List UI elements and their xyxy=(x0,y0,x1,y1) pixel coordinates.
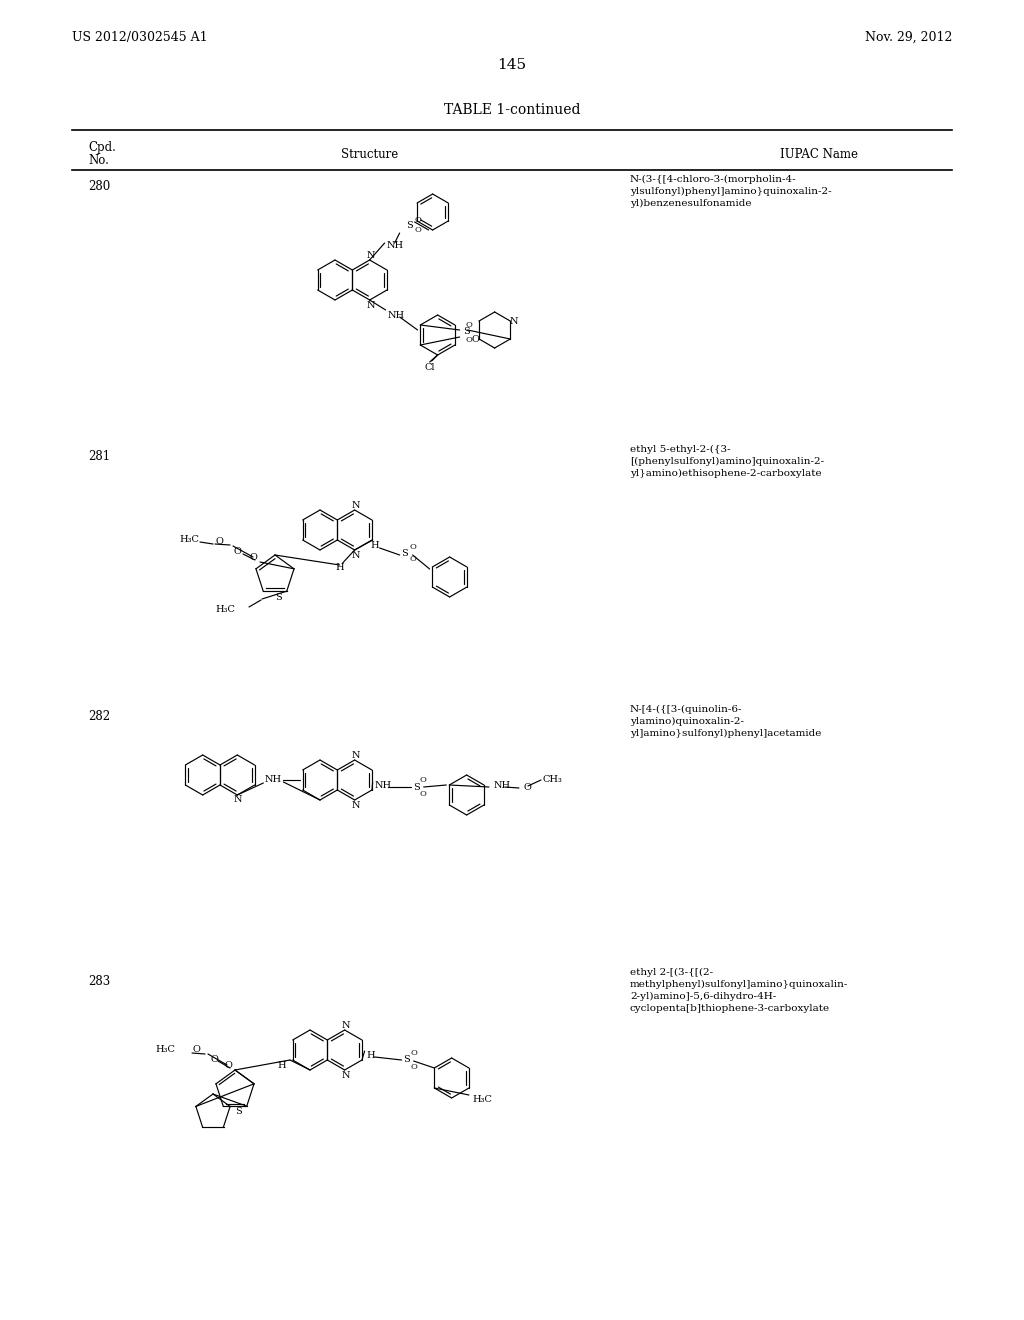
Text: US 2012/0302545 A1: US 2012/0302545 A1 xyxy=(72,30,208,44)
Text: O: O xyxy=(249,553,257,562)
Text: ethyl 5-ethyl-2-({3-
[(phenylsulfonyl)amino]quinoxalin-2-
yl}amino)ethisophene-2: ethyl 5-ethyl-2-({3- [(phenylsulfonyl)am… xyxy=(630,445,824,478)
Text: N: N xyxy=(341,1020,350,1030)
Text: 281: 281 xyxy=(88,450,111,463)
Text: O: O xyxy=(411,1063,417,1071)
Text: 145: 145 xyxy=(498,58,526,73)
Text: H: H xyxy=(367,1051,375,1060)
Text: 280: 280 xyxy=(88,180,111,193)
Text: N: N xyxy=(367,301,375,309)
Text: S: S xyxy=(274,593,282,602)
Text: TABLE 1-continued: TABLE 1-continued xyxy=(443,103,581,117)
Text: S: S xyxy=(234,1107,242,1117)
Text: No.: No. xyxy=(88,153,109,166)
Text: H: H xyxy=(371,540,379,549)
Text: NH: NH xyxy=(494,780,511,789)
Text: S: S xyxy=(463,327,469,337)
Text: H₃C: H₃C xyxy=(155,1044,175,1053)
Text: S: S xyxy=(407,220,413,230)
Text: N: N xyxy=(351,751,359,759)
Text: N: N xyxy=(341,1071,350,1080)
Text: CH₃: CH₃ xyxy=(543,775,563,784)
Text: H: H xyxy=(335,564,344,573)
Text: N: N xyxy=(367,251,375,260)
Text: O: O xyxy=(215,537,223,546)
Text: N: N xyxy=(351,550,359,560)
Text: N: N xyxy=(351,800,359,809)
Text: S: S xyxy=(414,783,420,792)
Text: N-[4-({[3-(quinolin-6-
ylamino)quinoxalin-2-
yl]amino}sulfonyl)phenyl]acetamide: N-[4-({[3-(quinolin-6- ylamino)quinoxali… xyxy=(630,705,821,738)
Text: NH: NH xyxy=(387,240,403,249)
Text: O: O xyxy=(210,1056,218,1064)
Text: O: O xyxy=(411,1049,417,1057)
Text: O: O xyxy=(419,776,426,784)
Text: O: O xyxy=(524,783,531,792)
Text: N: N xyxy=(351,500,359,510)
Text: 282: 282 xyxy=(88,710,111,723)
Text: N-(3-{[4-chloro-3-(morpholin-4-
ylsulfonyl)phenyl]amino}quinoxalin-2-
yl)benzene: N-(3-{[4-chloro-3-(morpholin-4- ylsulfon… xyxy=(630,176,831,209)
Text: ethyl 2-[(3-{[(2-
methylphenyl)sulfonyl]amino}quinoxalin-
2-yl)amino]-5,6-dihydr: ethyl 2-[(3-{[(2- methylphenyl)sulfonyl]… xyxy=(630,968,848,1012)
Text: O: O xyxy=(224,1060,232,1069)
Text: Nov. 29, 2012: Nov. 29, 2012 xyxy=(864,30,952,44)
Text: O: O xyxy=(410,543,416,550)
Text: H₃C: H₃C xyxy=(215,606,234,615)
Text: S: S xyxy=(401,549,408,557)
Text: N: N xyxy=(510,317,518,326)
Text: O: O xyxy=(419,789,426,799)
Text: Cl: Cl xyxy=(424,363,435,371)
Text: H₃C: H₃C xyxy=(472,1096,492,1105)
Text: IUPAC Name: IUPAC Name xyxy=(780,148,858,161)
Text: NH: NH xyxy=(265,776,282,784)
Text: NH: NH xyxy=(375,780,392,789)
Text: H: H xyxy=(278,1060,287,1069)
Text: O: O xyxy=(410,554,416,564)
Text: O: O xyxy=(193,1045,200,1055)
Text: O: O xyxy=(414,226,421,234)
Text: N: N xyxy=(234,796,243,804)
Text: H₃C: H₃C xyxy=(179,536,199,544)
Text: S: S xyxy=(403,1056,410,1064)
Text: NH: NH xyxy=(388,310,404,319)
Text: O: O xyxy=(465,337,472,345)
Text: O: O xyxy=(465,321,472,329)
Text: 283: 283 xyxy=(88,975,111,987)
Text: O: O xyxy=(471,334,479,343)
Text: O: O xyxy=(414,216,421,224)
Text: Structure: Structure xyxy=(341,148,398,161)
Text: Cpd.: Cpd. xyxy=(88,141,116,154)
Text: O: O xyxy=(233,548,241,557)
